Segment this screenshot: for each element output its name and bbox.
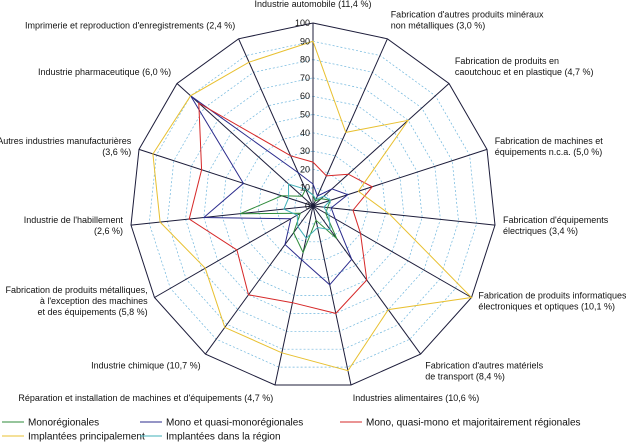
legend: Monorégionales Mono et quasi-monorégional… xyxy=(2,418,581,443)
axis-spoke xyxy=(312,38,388,207)
legend-label: Mono, quasi-mono et majoritairement régi… xyxy=(366,418,581,429)
radar-axes xyxy=(130,23,496,386)
category-labels: Industrie automobile (11,4 %) Fabrication… xyxy=(0,0,626,403)
grid-ring xyxy=(258,150,368,261)
axis-spoke xyxy=(204,205,314,355)
grid-ring xyxy=(239,132,387,278)
axis-spoke xyxy=(312,148,488,207)
axis-spoke xyxy=(154,205,314,298)
category-label: Fabrication de produits informatiques, él… xyxy=(478,291,626,312)
axis-spoke xyxy=(312,205,472,298)
legend-label: Implantées principalement xyxy=(28,432,145,443)
series-line-0 xyxy=(240,188,338,254)
tick-label: 60 xyxy=(300,91,310,101)
tick-label: 70 xyxy=(300,73,310,83)
category-label: Fabrication d'autres produits minéraux no… xyxy=(391,10,544,31)
tick-label: 40 xyxy=(300,128,310,138)
radar-series xyxy=(152,40,473,372)
tick-label: 50 xyxy=(300,110,310,120)
series-line-3 xyxy=(152,40,473,372)
axis-spoke xyxy=(312,205,352,386)
series-line-1 xyxy=(190,95,353,286)
tick-label: 10 xyxy=(300,183,310,193)
category-label: Fabrication d'équipements électriques (3,… xyxy=(503,215,609,236)
category-label: Imprimerie et reproduction d'enregistrem… xyxy=(25,21,235,31)
grid-ring xyxy=(130,22,496,386)
tick-label: 20 xyxy=(300,164,310,174)
tick-label: 0 xyxy=(305,201,310,211)
radar-tick-labels: 0 10 20 30 40 50 60 70 80 90 100 xyxy=(295,18,310,211)
grid-ring xyxy=(148,40,478,368)
category-label: Fabrication de machines et équipements n.… xyxy=(495,136,604,157)
legend-label: Implantées dans la région xyxy=(166,432,281,443)
series-line-2 xyxy=(188,102,373,314)
radar-grid xyxy=(130,22,496,386)
axis-spoke xyxy=(138,148,314,207)
category-label: Industrie automobile (11,4 %) xyxy=(255,0,372,9)
tick-label: 80 xyxy=(300,55,310,65)
category-label: Industries alimentaires (10,6 %) xyxy=(353,393,480,403)
category-label: Industrie pharmaceutique (6,0 %) xyxy=(38,67,171,77)
category-label: Fabrication de produits en caoutchouc et … xyxy=(455,56,594,77)
grid-ring xyxy=(294,187,332,225)
axis-spoke xyxy=(238,38,314,207)
grid-ring xyxy=(185,77,441,332)
grid-ring xyxy=(167,59,459,350)
category-label: Industrie chimique (10,7 %) xyxy=(91,361,201,371)
category-label: Fabrication de produits métalliques, à l'… xyxy=(6,285,149,317)
tick-label: 90 xyxy=(300,36,310,46)
category-label: Industrie de l'habillement (2,6 %) xyxy=(24,215,124,236)
tick-label: 30 xyxy=(300,146,310,156)
axis-spoke xyxy=(312,83,450,207)
category-label: Réparation et installation de machines e… xyxy=(18,393,273,403)
axis-spoke xyxy=(312,205,496,226)
axis-spoke xyxy=(274,205,314,386)
legend-label: Monorégionales xyxy=(28,418,99,429)
legend-label: Mono et quasi-monorégionales xyxy=(166,418,303,429)
grid-ring xyxy=(221,114,405,296)
series-line-4 xyxy=(283,183,332,239)
axis-spoke xyxy=(130,205,314,226)
category-label: Fabrication d'autres matériels de transpo… xyxy=(425,361,543,382)
tick-label: 100 xyxy=(295,18,310,28)
category-label: Autres industries manufacturières (3,6 %) xyxy=(0,136,132,157)
